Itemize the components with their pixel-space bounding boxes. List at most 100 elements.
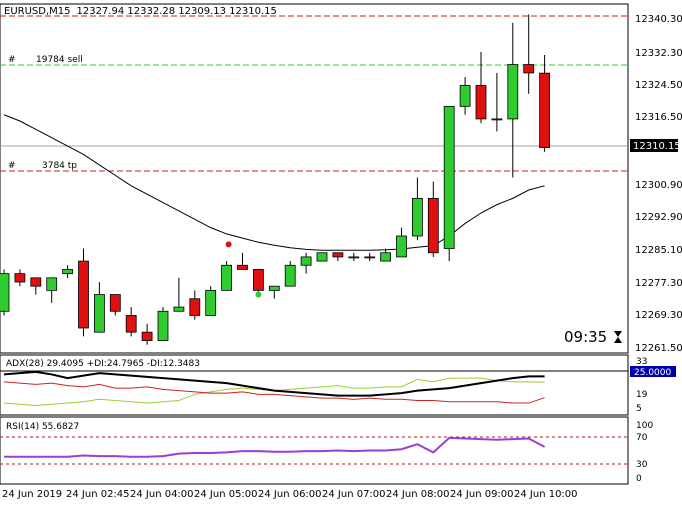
- candle-body: [396, 235, 407, 258]
- candle[interactable]: [268, 285, 280, 299]
- rsi-line: [4, 436, 546, 458]
- candle[interactable]: [157, 307, 169, 341]
- candle-body: [523, 64, 535, 74]
- candle[interactable]: [284, 261, 296, 287]
- candle-body: [78, 260, 89, 329]
- price-tick: 12300.90: [635, 180, 682, 191]
- signal-dot: [255, 291, 262, 298]
- candle[interactable]: [30, 277, 42, 295]
- adx-level-box: [630, 366, 676, 377]
- candle[interactable]: [539, 55, 550, 152]
- rsi-tick: 0: [636, 474, 642, 484]
- time-label: 24 Jun 08:00: [386, 489, 450, 500]
- order-label-tp: 3784 tp: [42, 161, 77, 171]
- candle-body: [221, 264, 233, 291]
- hourglass-icon: [614, 331, 622, 343]
- candle-body: [411, 197, 423, 237]
- candle-body: [316, 252, 328, 262]
- price-tick: 12269.30: [635, 310, 682, 321]
- candle-body: [141, 331, 153, 341]
- candle[interactable]: [364, 252, 376, 262]
- candle[interactable]: [491, 72, 503, 132]
- candle[interactable]: [125, 307, 137, 337]
- candle[interactable]: [78, 248, 89, 337]
- candle[interactable]: [94, 282, 105, 333]
- candle[interactable]: [348, 252, 360, 262]
- candle[interactable]: [507, 22, 519, 178]
- candle-body: [459, 85, 471, 107]
- candle-body: [237, 264, 248, 270]
- candle[interactable]: [300, 252, 312, 274]
- candle-body: [507, 64, 519, 120]
- candle[interactable]: [380, 248, 392, 262]
- candle-body: [332, 252, 344, 258]
- candle-body: [348, 256, 360, 259]
- price-tick: 12261.50: [635, 343, 682, 354]
- candle[interactable]: [237, 252, 248, 270]
- current-price-box: [630, 139, 678, 152]
- candle[interactable]: [62, 265, 73, 278]
- candle[interactable]: [427, 181, 439, 257]
- rsi-tick: 100: [636, 421, 653, 431]
- candle-body: [539, 72, 550, 148]
- rsi-label: RSI(14) 55.6827: [6, 422, 79, 432]
- bar-countdown: 09:35: [564, 328, 607, 346]
- candle-body: [30, 277, 42, 287]
- candle[interactable]: [109, 294, 121, 316]
- symbol-header: EURUSD,M15 12327.94 12332.28 12309.13 123…: [4, 6, 277, 17]
- current-price-label: 12310.15: [633, 141, 681, 152]
- candle-body: [491, 118, 503, 121]
- candle-body: [125, 315, 137, 333]
- adx-tick: 33: [636, 357, 647, 367]
- rsi-line-layer: [4, 436, 546, 458]
- candle[interactable]: [46, 277, 58, 303]
- candle-body: [0, 273, 10, 312]
- candle[interactable]: [173, 277, 185, 312]
- order-marker-sell: #: [8, 55, 16, 65]
- adx-line: [3, 370, 545, 397]
- candle[interactable]: [443, 105, 455, 262]
- candle-body: [205, 289, 217, 316]
- candle[interactable]: [411, 177, 423, 241]
- candle[interactable]: [459, 77, 471, 115]
- candle[interactable]: [14, 269, 26, 287]
- candle[interactable]: [332, 252, 344, 262]
- candle[interactable]: [316, 252, 328, 262]
- candles-layer[interactable]: [0, 14, 550, 345]
- price-tick: 12316.50: [635, 112, 682, 123]
- candle-body: [189, 298, 201, 316]
- adx-tick: 19: [636, 390, 648, 400]
- adx-label: ADX(28) 29.4095 +DI:24.7965 -DI:12.3483: [6, 359, 200, 369]
- candle[interactable]: [396, 227, 407, 258]
- candle-body: [380, 252, 392, 262]
- time-label: 24 Jun 07:00: [322, 489, 386, 500]
- time-label: 24 Jun 02:45: [66, 489, 130, 500]
- candle-body: [46, 277, 58, 291]
- candle[interactable]: [523, 14, 535, 94]
- candle[interactable]: [475, 52, 487, 124]
- candle[interactable]: [252, 269, 264, 295]
- adx-level-label: 25.0000: [634, 368, 671, 378]
- adx-tick: 5: [636, 404, 642, 414]
- candle-body: [475, 85, 487, 120]
- candle-body: [62, 269, 73, 275]
- order-marker-tp: #: [8, 161, 16, 171]
- candle[interactable]: [141, 323, 153, 345]
- price-tick: 12292.90: [635, 212, 682, 223]
- price-tick: 12285.10: [635, 245, 682, 256]
- signal-dot: [207, 295, 214, 302]
- candle-body: [300, 256, 312, 266]
- candle[interactable]: [0, 269, 10, 316]
- time-label: 24 Jun 09:00: [450, 489, 514, 500]
- time-label: 24 Jun 05:00: [194, 489, 258, 500]
- price-tick: 12340.30: [635, 14, 682, 25]
- adx-panel[interactable]: [0, 354, 629, 416]
- candle[interactable]: [189, 290, 201, 320]
- candle-body: [14, 273, 26, 283]
- candle-body: [443, 105, 455, 249]
- candle[interactable]: [221, 261, 233, 291]
- time-label: 24 Jun 2019: [2, 489, 62, 500]
- candle-body: [109, 294, 121, 312]
- time-label: 24 Jun 06:00: [258, 489, 322, 500]
